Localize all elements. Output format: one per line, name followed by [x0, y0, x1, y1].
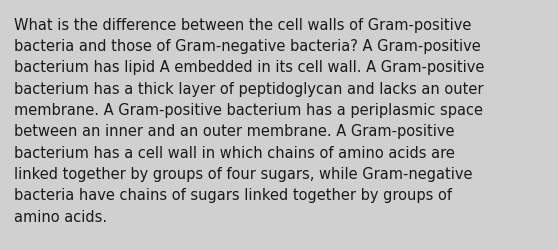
Text: bacteria have chains of sugars linked together by groups of: bacteria have chains of sugars linked to… — [14, 188, 452, 202]
Text: bacterium has lipid A embedded in its cell wall. A Gram-positive: bacterium has lipid A embedded in its ce… — [14, 60, 484, 75]
Text: membrane. A Gram-positive bacterium has a periplasmic space: membrane. A Gram-positive bacterium has … — [14, 102, 483, 118]
Text: bacteria and those of Gram-negative bacteria? A Gram-positive: bacteria and those of Gram-negative bact… — [14, 39, 480, 54]
Text: bacterium has a thick layer of peptidoglycan and lacks an outer: bacterium has a thick layer of peptidogl… — [14, 81, 483, 96]
Text: bacterium has a cell wall in which chains of amino acids are: bacterium has a cell wall in which chain… — [14, 145, 455, 160]
Text: amino acids.: amino acids. — [14, 209, 107, 224]
Text: linked together by groups of four sugars, while Gram-negative: linked together by groups of four sugars… — [14, 166, 473, 181]
Text: What is the difference between the cell walls of Gram-positive: What is the difference between the cell … — [14, 18, 472, 32]
Text: between an inner and an outer membrane. A Gram-positive: between an inner and an outer membrane. … — [14, 124, 454, 139]
